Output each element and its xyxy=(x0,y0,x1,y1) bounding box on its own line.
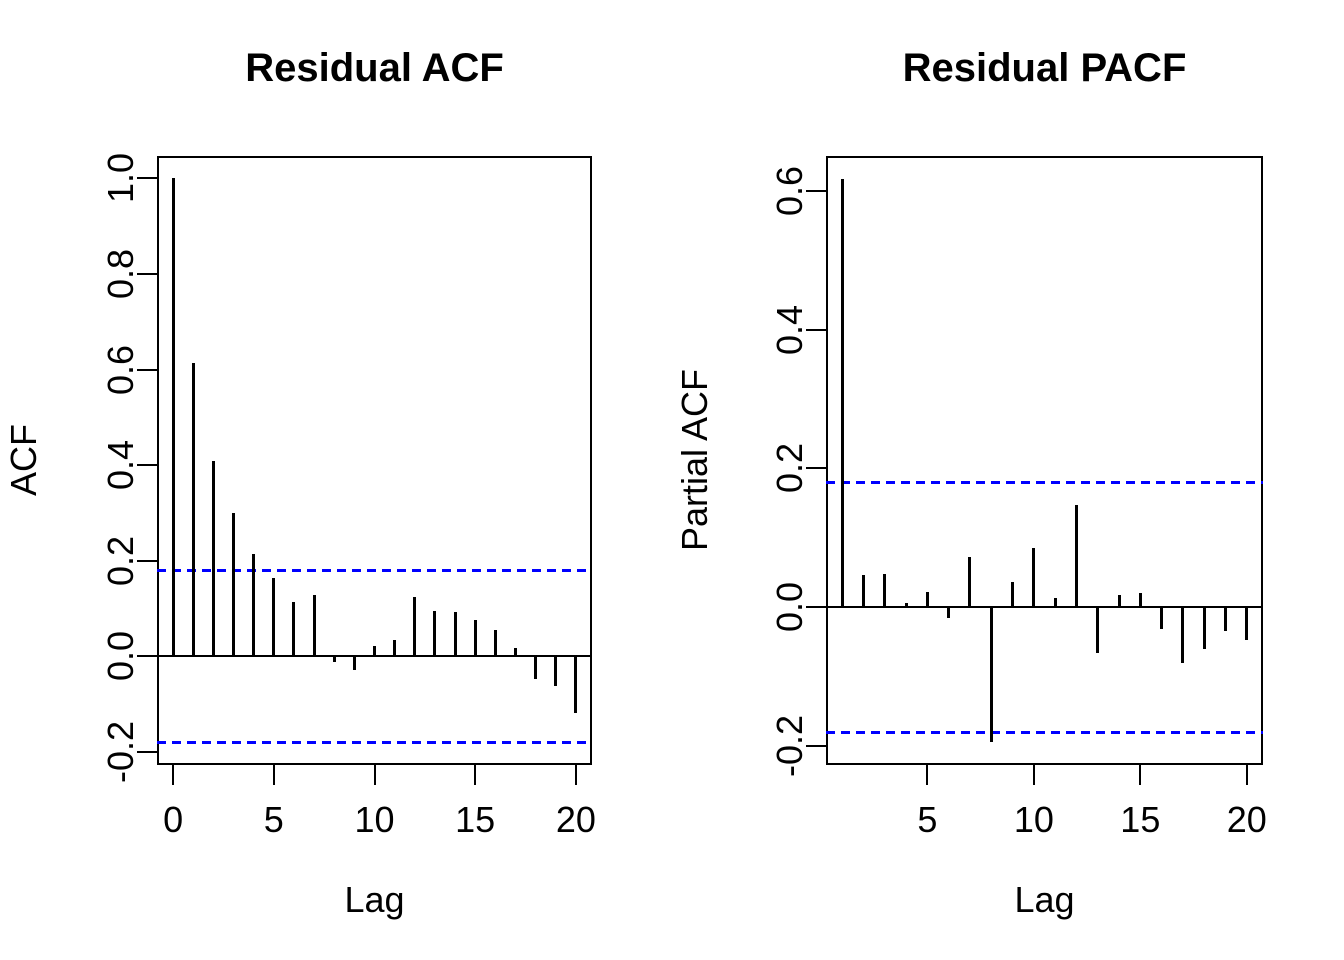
pacf-x-tick xyxy=(1245,765,1248,785)
acf-bar xyxy=(513,647,517,657)
acf-bar xyxy=(332,656,336,662)
acf-bar xyxy=(272,577,276,657)
pacf-confidence-line-lower xyxy=(826,730,1263,734)
pacf-x-tick xyxy=(1139,765,1142,785)
acf-bar xyxy=(191,362,195,657)
pacf-y-axis-label: Partial ACF xyxy=(674,368,715,552)
pacf-y-tick-label: 0.2 xyxy=(769,443,810,494)
acf-y-tick xyxy=(137,751,157,754)
pacf-plot-area xyxy=(826,156,1263,765)
pacf-panel-title: Residual PACF xyxy=(902,46,1187,90)
acf-zero-line xyxy=(157,655,592,658)
pacf-bar xyxy=(1096,607,1100,653)
acf-x-tick-label: 5 xyxy=(263,799,284,840)
pacf-y-tick-label: 0.6 xyxy=(769,166,810,217)
acf-y-axis-label: ACF xyxy=(3,424,44,496)
pacf-zero-line xyxy=(826,606,1263,609)
pacf-bar xyxy=(861,575,865,608)
pacf-x-tick xyxy=(1032,765,1035,785)
pacf-bar xyxy=(1117,595,1121,608)
pacf-x-tick-label: 20 xyxy=(1226,799,1267,840)
acf-y-tick xyxy=(137,177,157,180)
acf-bar xyxy=(171,178,175,657)
pacf-y-tick xyxy=(806,744,826,747)
pacf-bar xyxy=(840,178,844,608)
pacf-bar xyxy=(904,603,908,608)
acf-x-tick-label: 10 xyxy=(354,799,395,840)
acf-x-axis-label: Lag xyxy=(344,879,405,920)
pacf-y-tick-label: 0.4 xyxy=(769,304,810,355)
pacf-bar xyxy=(1245,607,1249,640)
pacf-bar xyxy=(947,607,951,618)
acf-confidence-line-upper xyxy=(157,568,592,572)
acf-x-tick xyxy=(474,765,477,785)
acf-bar xyxy=(473,620,477,657)
acf-y-tick xyxy=(137,273,157,276)
acf-x-tick xyxy=(373,765,376,785)
acf-y-tick-label: -0.2 xyxy=(100,721,141,784)
pacf-bar xyxy=(1224,607,1228,632)
pacf-bar xyxy=(968,557,972,608)
acf-bar xyxy=(393,639,397,657)
acf-x-tick-label: 20 xyxy=(555,799,596,840)
acf-x-tick-label: 15 xyxy=(455,799,496,840)
pacf-bar xyxy=(989,607,993,743)
pacf-confidence-line-upper xyxy=(826,480,1263,484)
acf-bar xyxy=(433,611,437,657)
pacf-y-tick xyxy=(806,606,826,609)
pacf-y-tick-label: 0.0 xyxy=(769,582,810,633)
acf-x-tick xyxy=(574,765,577,785)
acf-y-tick-label: 1.0 xyxy=(100,153,141,204)
pacf-bar xyxy=(1032,548,1036,608)
acf-y-tick-label: 0.2 xyxy=(100,535,141,586)
acf-x-tick xyxy=(172,765,175,785)
acf-y-tick xyxy=(137,559,157,562)
pacf-bar xyxy=(1053,598,1057,608)
acf-plot-area xyxy=(157,156,592,765)
acf-panel-title: Residual ACF xyxy=(245,46,504,90)
acf-y-tick xyxy=(137,368,157,371)
pacf-bar xyxy=(1202,607,1206,649)
pacf-x-tick-label: 5 xyxy=(917,799,938,840)
pacf-bar xyxy=(925,591,929,608)
pacf-y-tick-label: -0.2 xyxy=(769,714,810,777)
pacf-y-tick xyxy=(806,467,826,470)
pacf-y-tick xyxy=(806,328,826,331)
pacf-bar xyxy=(1181,607,1185,664)
acf-bar xyxy=(373,645,376,657)
pacf-x-tick xyxy=(926,765,929,785)
pacf-x-tick-label: 15 xyxy=(1120,799,1161,840)
acf-bar xyxy=(292,601,296,657)
pacf-x-axis-label: Lag xyxy=(1014,879,1075,920)
acf-y-tick-label: 0.6 xyxy=(100,344,141,395)
acf-bar xyxy=(232,513,236,657)
acf-y-tick-label: 0.4 xyxy=(100,440,141,491)
acf-y-tick-label: 0.8 xyxy=(100,249,141,300)
acf-y-tick xyxy=(137,655,157,658)
pacf-bar xyxy=(883,573,887,608)
acf-confidence-line-lower xyxy=(157,741,592,745)
acf-bar xyxy=(534,656,538,680)
pacf-bar xyxy=(1160,607,1164,629)
pacf-bar xyxy=(1138,593,1142,608)
acf-bar xyxy=(312,595,316,657)
acf-bar xyxy=(352,656,356,671)
pacf-bar xyxy=(1074,505,1078,608)
acf-y-tick xyxy=(137,464,157,467)
acf-bar xyxy=(413,597,417,657)
acf-y-tick-label: 0.0 xyxy=(100,631,141,682)
acf-x-tick-label: 0 xyxy=(163,799,184,840)
acf-bar xyxy=(211,460,215,657)
pacf-bar xyxy=(1011,582,1015,608)
acf-bar xyxy=(252,553,256,657)
acf-bar xyxy=(574,656,578,714)
pacf-x-tick-label: 10 xyxy=(1013,799,1054,840)
acf-bar xyxy=(493,629,497,657)
acf-bar xyxy=(453,612,457,657)
acf-x-tick xyxy=(272,765,275,785)
acf-bar xyxy=(554,656,558,686)
pacf-y-tick xyxy=(806,190,826,193)
